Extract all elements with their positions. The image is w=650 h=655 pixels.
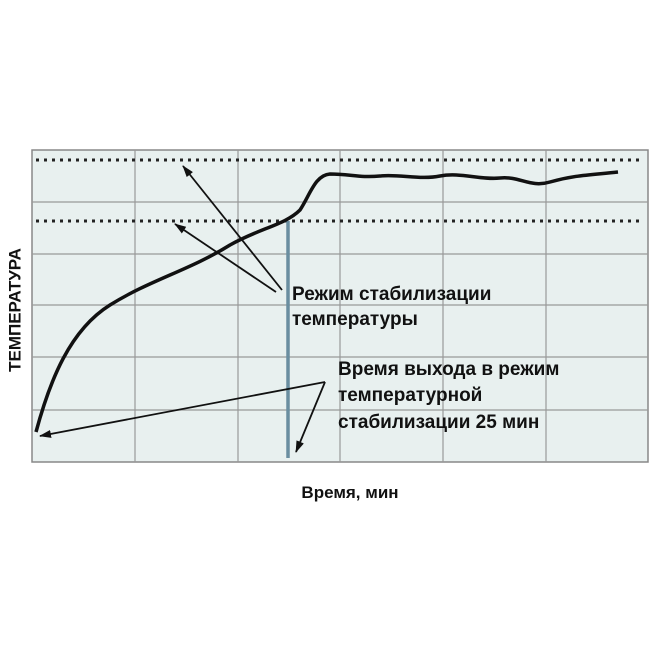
annotation-line: температуры	[292, 309, 418, 330]
x-axis-label: Время, мин	[301, 483, 398, 502]
y-axis-label: ТЕМПЕРАТУРА	[5, 248, 24, 372]
temperature-curve	[34, 170, 619, 433]
annotation-line: Время выхода в режим	[338, 359, 559, 380]
annotation-line: Режим стабилизации	[292, 284, 491, 305]
annotation-line: стабилизации 25 мин	[338, 412, 539, 433]
arrows	[39, 165, 326, 453]
annotation-line: температурной	[338, 385, 482, 406]
grid	[32, 150, 648, 462]
level-lines	[36, 158, 644, 223]
